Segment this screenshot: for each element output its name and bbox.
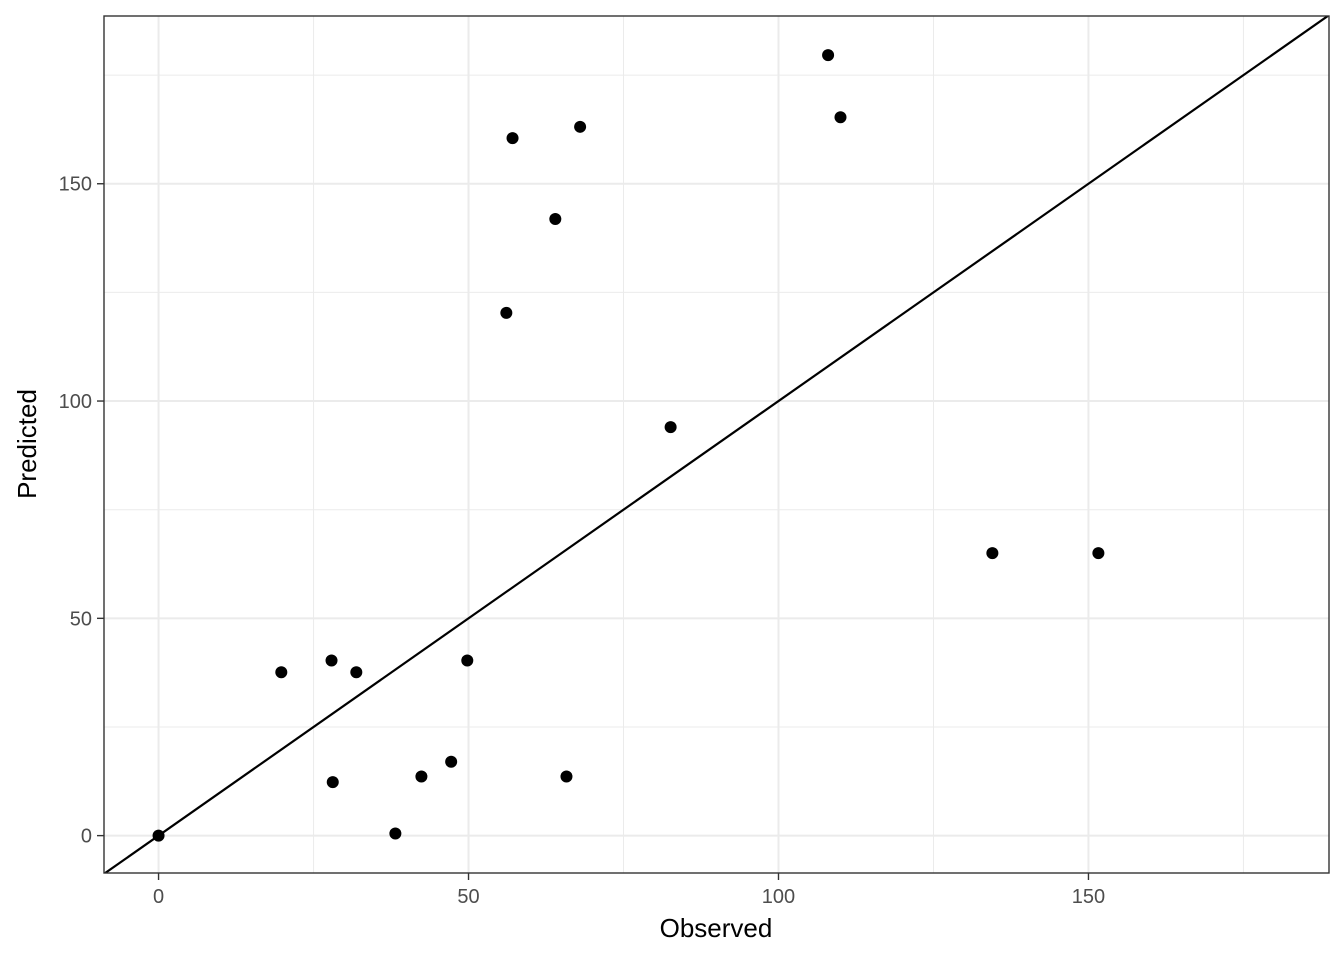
data-point: [986, 547, 999, 560]
data-point: [834, 111, 847, 124]
x-tick-label: 150: [1072, 886, 1105, 908]
data-point: [415, 770, 428, 783]
data-point: [389, 827, 402, 840]
x-tick-label: 50: [457, 886, 479, 908]
data-point: [664, 421, 677, 434]
x-axis-ticks: 0 50 100 150: [153, 873, 1105, 908]
x-axis-title: Observed: [660, 913, 773, 943]
data-point: [445, 755, 458, 768]
data-point: [325, 654, 338, 667]
data-point: [506, 132, 519, 145]
y-tick-label: 150: [59, 174, 92, 196]
data-point: [1092, 547, 1105, 560]
y-tick-label: 100: [59, 391, 92, 413]
data-points: [152, 49, 1105, 842]
data-point: [326, 776, 339, 789]
major-gridlines: [104, 16, 1329, 873]
data-point: [461, 654, 474, 667]
x-tick-label: 0: [153, 886, 164, 908]
y-tick-label: 0: [81, 826, 92, 848]
y-axis-title: Predicted: [12, 389, 42, 499]
data-point: [500, 306, 513, 319]
data-point: [574, 120, 587, 133]
panel-border: [103, 15, 1330, 874]
y-tick-label: 50: [70, 608, 92, 630]
data-point: [275, 666, 288, 679]
data-point: [822, 49, 835, 62]
data-point: [549, 212, 562, 225]
x-tick-label: 100: [762, 886, 795, 908]
data-point: [350, 666, 363, 679]
y-axis-ticks: 0 50 100 150: [59, 174, 104, 848]
minor-gridlines: [104, 16, 1329, 873]
identity-reference-line: [104, 16, 1329, 873]
data-point: [152, 829, 165, 842]
data-point: [560, 770, 573, 783]
